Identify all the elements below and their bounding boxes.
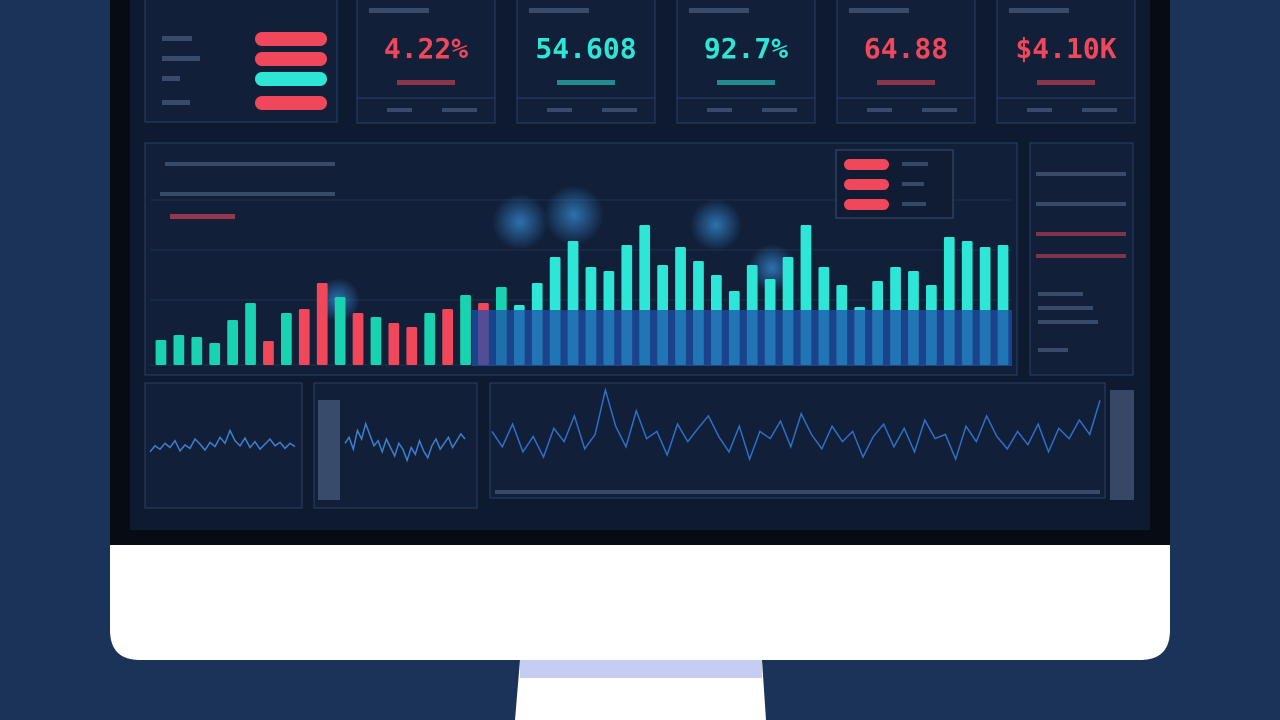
bar (245, 303, 256, 365)
header-stub (165, 162, 335, 166)
glow (690, 199, 742, 251)
foot-stub (922, 108, 957, 112)
label-stub (162, 56, 200, 61)
card (836, 0, 976, 124)
foot-stub (867, 108, 892, 112)
bar (424, 313, 436, 365)
bar (316, 283, 328, 365)
sub-stub (877, 80, 935, 85)
kpi-value: 54.608 (535, 32, 636, 65)
side-stub (1036, 254, 1126, 258)
side-stub (1038, 306, 1093, 310)
kpi-value: 4.22% (384, 32, 468, 65)
legend-stub (902, 162, 928, 166)
label-stub (162, 36, 192, 41)
side-stub (1038, 292, 1083, 296)
pill (255, 32, 327, 46)
legend-pill (844, 179, 889, 190)
side-stub (1036, 172, 1126, 176)
bar (209, 343, 221, 365)
label-stub (529, 8, 589, 13)
bar (263, 341, 274, 365)
side-stub (1036, 232, 1126, 236)
bar (191, 337, 203, 365)
header-stub (160, 192, 335, 196)
sub-stub (397, 80, 455, 85)
sub-stub (1037, 80, 1095, 85)
volume-band (472, 310, 1012, 366)
bar (460, 295, 471, 365)
bar (406, 327, 418, 365)
foot-stub (1082, 108, 1117, 112)
pill (255, 52, 327, 66)
pill (255, 96, 327, 110)
bar (227, 320, 238, 365)
sub-stub (557, 80, 615, 85)
legend-stub (902, 182, 924, 186)
glow (544, 185, 604, 245)
card (516, 0, 656, 124)
kpi-value: $4.10K (1015, 32, 1116, 65)
mini-chart-panel (313, 382, 478, 509)
line-series (344, 421, 466, 463)
bar (370, 317, 382, 365)
label-stub (689, 8, 749, 13)
kpi-value: 92.7% (704, 32, 788, 65)
label-stub (369, 8, 429, 13)
legend-stub (902, 202, 926, 206)
bar (388, 323, 400, 365)
kpi-cards: 4.22% 54.608 92.7% 64.88 $4.10K (356, 0, 1136, 124)
kpi-row (144, 0, 338, 123)
pill (255, 72, 327, 86)
foot-stub (762, 108, 797, 112)
bar (155, 340, 167, 365)
label-stub (1009, 8, 1069, 13)
bar (352, 313, 364, 365)
kpi-value: 64.88 (864, 32, 948, 65)
card (996, 0, 1136, 124)
foot-stub (547, 108, 572, 112)
side-stub (1036, 202, 1126, 206)
bar (173, 335, 185, 365)
bar (281, 313, 292, 365)
wide-chart-panel (489, 382, 1106, 499)
bar (334, 297, 346, 365)
sub-stub (717, 80, 775, 85)
bar (298, 309, 310, 365)
header-stub (170, 214, 235, 219)
label-stub (162, 76, 180, 81)
label-stub (849, 8, 909, 13)
card (356, 0, 496, 124)
label-stub (162, 100, 190, 105)
axis-stub (495, 490, 1100, 494)
line-series (149, 428, 296, 453)
axis-stub (318, 400, 340, 500)
bar (442, 309, 453, 365)
axis-stub (1110, 390, 1134, 500)
line-charts (149, 387, 1101, 463)
foot-stub (387, 108, 412, 112)
foot-stub (602, 108, 637, 112)
legend-pill (844, 159, 889, 170)
line-series (491, 387, 1101, 462)
card (676, 0, 816, 124)
foot-stub (1027, 108, 1052, 112)
foot-stub (707, 108, 732, 112)
side-panel (1029, 142, 1134, 376)
stand-neck (520, 660, 762, 678)
monitor-chin (110, 545, 1170, 660)
foot-stub (442, 108, 477, 112)
glow (492, 194, 548, 250)
side-stub (1038, 348, 1068, 352)
legend-pill (844, 199, 889, 210)
side-stub (1038, 320, 1098, 324)
